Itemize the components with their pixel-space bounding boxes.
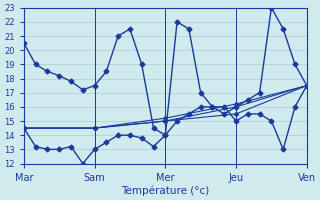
X-axis label: Température (°c): Température (°c) <box>121 185 209 196</box>
